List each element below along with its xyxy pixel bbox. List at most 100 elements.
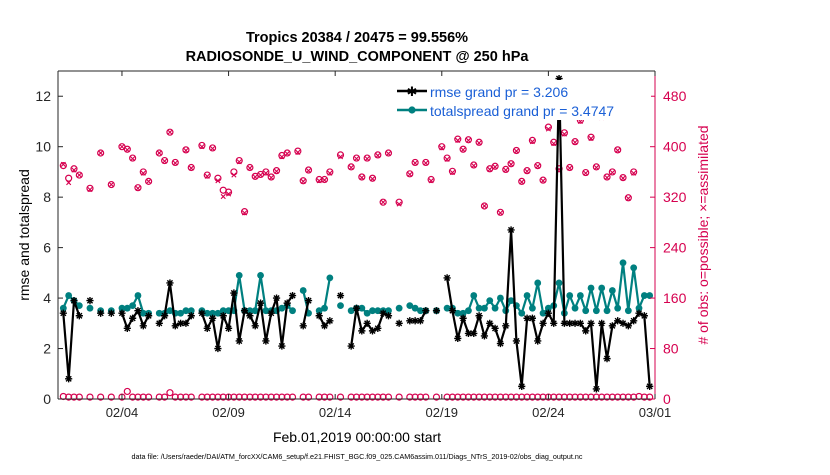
obs-possible-point bbox=[406, 393, 414, 401]
obs-possible-point bbox=[75, 393, 83, 401]
obs-assimilated-point bbox=[385, 151, 392, 157]
obs-assimilated-point bbox=[66, 180, 72, 186]
obs-assimilated-point bbox=[364, 156, 370, 162]
obs-assimilated-point bbox=[146, 178, 152, 184]
obs-possible-point bbox=[336, 393, 345, 401]
rmse-point bbox=[534, 337, 542, 345]
spread-point bbox=[123, 304, 131, 312]
obs-assimilated-point bbox=[524, 168, 530, 174]
rmse-point bbox=[640, 312, 648, 320]
obs-assimilated-point bbox=[551, 140, 557, 147]
obs-possible-point bbox=[507, 160, 515, 168]
obs-possible-point bbox=[528, 136, 537, 144]
rmse-point bbox=[65, 375, 73, 383]
spread-point bbox=[65, 292, 73, 299]
rmse-point bbox=[59, 309, 67, 317]
obs-possible-point bbox=[208, 144, 217, 152]
rmse-point bbox=[470, 329, 478, 337]
obs-possible-point bbox=[464, 136, 473, 144]
rmse-point bbox=[416, 317, 425, 325]
y2-tick-label: 480 bbox=[663, 88, 687, 104]
rmse-point bbox=[230, 289, 238, 297]
obs-assimilated-point bbox=[225, 191, 232, 197]
obs-possible-point bbox=[640, 393, 648, 401]
obs-assimilated-point bbox=[492, 164, 498, 170]
y-tick-label: 10 bbox=[35, 139, 51, 155]
obs-assimilated-point bbox=[241, 210, 248, 216]
rmse-point bbox=[374, 324, 382, 332]
obs-assimilated-point bbox=[375, 152, 381, 159]
obs-possible-point bbox=[480, 393, 489, 401]
obs-possible-point bbox=[496, 208, 505, 216]
obs-possible-point bbox=[230, 393, 238, 401]
spread-point bbox=[465, 307, 472, 315]
obs-possible-point bbox=[198, 141, 206, 150]
obs-assimilated-point bbox=[162, 158, 168, 164]
obs-possible-point bbox=[475, 138, 483, 146]
rmse-point bbox=[235, 337, 243, 345]
y-tick-label: 4 bbox=[43, 290, 51, 306]
obs-possible-point bbox=[326, 168, 334, 176]
spread-point bbox=[219, 307, 227, 315]
obs-assimilated-point bbox=[572, 139, 578, 145]
obs-possible-point bbox=[363, 154, 371, 162]
obs-possible-point bbox=[571, 138, 579, 146]
rmse-point bbox=[368, 327, 377, 335]
spread-point bbox=[454, 309, 462, 317]
spread-point bbox=[385, 307, 392, 315]
obs-possible-point bbox=[518, 393, 526, 401]
obs-possible-point bbox=[614, 393, 622, 401]
obs-possible-point bbox=[384, 393, 393, 401]
rmse-point bbox=[571, 319, 579, 327]
obs-possible-point bbox=[470, 161, 478, 169]
obs-possible-point bbox=[518, 177, 526, 185]
spread-point bbox=[582, 307, 590, 315]
obs-possible-point bbox=[161, 156, 169, 165]
obs-possible-point bbox=[134, 393, 142, 401]
spread-point bbox=[576, 292, 584, 299]
obs-possible-point bbox=[379, 198, 387, 206]
obs-possible-point bbox=[512, 146, 521, 155]
rmse-point bbox=[176, 319, 185, 327]
obs-possible-point bbox=[432, 393, 441, 401]
obs-possible-point bbox=[155, 393, 163, 401]
legend-rmse-label: rmse grand pr = 3.206 bbox=[430, 84, 568, 100]
obs-assimilated-point bbox=[513, 148, 519, 154]
rmse-point bbox=[246, 312, 254, 320]
tick-layer: 02/04 02/09 02/14 02/19 02/24 03/010246810120… bbox=[35, 71, 687, 420]
obs-possible-point bbox=[123, 145, 131, 153]
legend-spread-label: totalspread grand pr = 3.4747 bbox=[430, 103, 614, 119]
obs-possible-point bbox=[619, 174, 627, 182]
y2-tick-label: 240 bbox=[663, 240, 687, 256]
obs-assimilated-point bbox=[428, 178, 434, 184]
spread-point bbox=[544, 304, 552, 312]
spread-point bbox=[209, 309, 216, 317]
obs-assimilated-point bbox=[98, 150, 104, 156]
obs-possible-point bbox=[416, 393, 425, 401]
rmse-point bbox=[256, 299, 265, 307]
spread-point bbox=[624, 307, 632, 315]
y-tick-label: 8 bbox=[43, 189, 51, 205]
spread-point bbox=[566, 292, 574, 299]
obs-possible-point bbox=[496, 393, 505, 401]
rmse-point bbox=[129, 314, 137, 322]
obs-possible-point bbox=[358, 173, 366, 181]
obs-possible-point bbox=[395, 198, 403, 206]
rmse-point bbox=[496, 339, 505, 348]
obs-assimilated-point bbox=[588, 135, 594, 142]
obs-assimilated-point bbox=[119, 144, 125, 150]
obs-assimilated-point bbox=[76, 172, 82, 178]
obs-possible-point bbox=[539, 176, 547, 184]
obs-possible-point bbox=[427, 175, 435, 184]
obs-assimilated-point bbox=[407, 171, 413, 178]
rmse-point bbox=[582, 327, 590, 335]
rmse-point bbox=[539, 319, 547, 327]
rmse-point bbox=[544, 309, 552, 317]
spread-point bbox=[358, 304, 366, 312]
y-tick-label: 0 bbox=[43, 391, 51, 407]
obs-assimilated-point bbox=[353, 156, 360, 162]
spread-point bbox=[363, 309, 371, 317]
x-tick-label: 02/04 bbox=[106, 405, 139, 420]
obs-possible-point bbox=[523, 167, 531, 175]
